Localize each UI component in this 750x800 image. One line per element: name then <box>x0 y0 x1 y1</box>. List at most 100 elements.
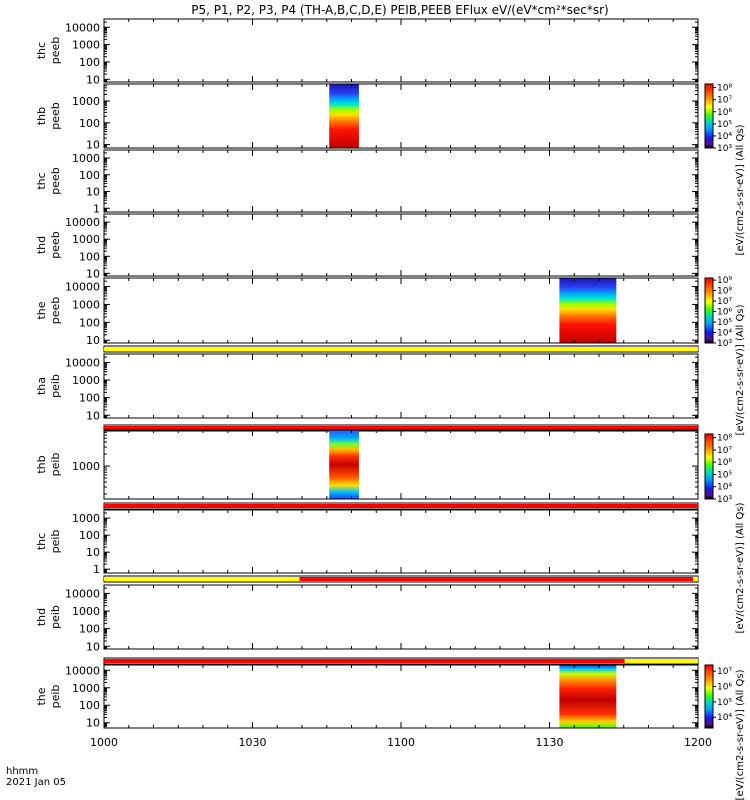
y-tick-label: 100 <box>79 392 100 405</box>
y-tick-label: 10 <box>86 334 100 347</box>
y-tick-label: 100 <box>79 623 100 636</box>
colorbar-tick-label: 10³ <box>717 339 732 349</box>
y-tick-label: 10000 <box>65 664 100 677</box>
y-axis-label-probe: the <box>35 687 48 705</box>
y-tick-label: 1000 <box>72 605 100 618</box>
flag-bar-segment <box>104 577 300 581</box>
y-tick-label: 10 <box>86 139 100 152</box>
y-axis-label-product: peib <box>49 374 62 398</box>
y-tick-label: 100 <box>79 316 100 329</box>
spectrogram-block <box>329 430 359 499</box>
flag-bar-segment <box>624 659 698 663</box>
panel-thd-peeb: 10 100 1000 10000 thd peeb <box>35 213 699 280</box>
y-tick-label: 1000 <box>72 512 100 525</box>
panel-thb-peib: 1000 thb peib 10³ 10⁴ 10⁵ 10⁶ 10⁷ 10⁸ <box>35 429 732 510</box>
colorbar-tick-label: 10⁸ <box>717 287 732 297</box>
time-tick-label: 1000 <box>90 736 118 749</box>
y-axis-label-probe: the <box>35 301 48 319</box>
y-axis-label-probe: thd <box>35 608 48 626</box>
y-tick-label: 10000 <box>65 21 100 34</box>
colorbar-tick-label: 10⁵ <box>717 318 732 328</box>
colorbar-tick-label: 10⁴ <box>717 132 732 142</box>
colorbar-tick-label: 10⁷ <box>717 667 732 677</box>
y-tick-label: 100 <box>79 699 100 712</box>
y-axis-label-product: peib <box>49 453 62 477</box>
colorbar-tick-label: 10⁶ <box>717 683 732 693</box>
y-axis-label-product: peeb <box>49 102 62 130</box>
colorbar-tick-label: 10⁶ <box>717 458 732 468</box>
y-axis-label-product: peeb <box>49 231 62 259</box>
y-axis-label-probe: thc <box>35 172 48 189</box>
y-tick-label: 1000 <box>72 460 100 473</box>
time-axis: 1000 1030 1100 1130 1200 hhmm 2021 Jan 05 <box>6 736 712 788</box>
flag-bar-segment <box>104 347 698 351</box>
panel-thb-peeb: 10 100 1000 thb peeb 10³ 10⁴ 10⁵ 10⁶ 10⁷ 10⁸ <box>35 83 732 154</box>
y-tick-label: 1000 <box>72 152 100 165</box>
y-axis-label-probe: thd <box>35 236 48 254</box>
flag-bar-segment <box>693 577 698 581</box>
time-tick-labels: 1000 1030 1100 1130 1200 <box>90 736 712 749</box>
y-tick-label: 10000 <box>65 281 100 294</box>
panel-thd-peib: 10 100 1000 10000 thd peib <box>35 584 699 665</box>
time-tick-label: 1200 <box>684 736 712 749</box>
colorbar-tick-label: 10⁴ <box>717 329 732 339</box>
flag-bar-segment <box>104 504 698 508</box>
colorbar <box>704 433 714 500</box>
y-tick-label: 1000 <box>72 39 100 52</box>
y-tick-label: 1000 <box>72 233 100 246</box>
time-axis-label-hhmm: hhmm <box>6 766 38 777</box>
panel-thc-peib: 1 10 100 1000 thc peib <box>35 509 699 583</box>
flag-bar-segment <box>299 577 694 581</box>
y-axis-label-product: peib <box>49 685 62 709</box>
y-tick-label: 100 <box>79 117 100 130</box>
colorbar <box>704 664 714 729</box>
y-tick-label: 100 <box>79 250 100 263</box>
colorbar-tick-label: 10⁸ <box>717 84 732 94</box>
colorbar-tick-label: 10⁵ <box>717 470 732 480</box>
y-tick-label: 1000 <box>72 298 100 311</box>
panel-frame <box>103 213 699 277</box>
y-tick-label: 10000 <box>65 356 100 369</box>
colorbar <box>704 277 714 344</box>
y-tick-label: 10000 <box>65 587 100 600</box>
colorbar-label-peeb: [eV/(cm2-s-sr-eV)] (All Qs) <box>735 124 746 255</box>
colorbar-labels: [eV/(cm2-s-sr-eV)] (All Qs) [eV/(cm2-s-s… <box>735 124 746 800</box>
colorbar-tick-label: 10⁷ <box>717 446 732 456</box>
panel-the-peeb: 10 100 1000 10000 the peeb 10³10⁴10⁵10⁶10⁷10⁸1… <box>35 276 732 353</box>
flag-bar-segment <box>104 426 698 430</box>
y-tick-label: 1 <box>93 202 100 215</box>
colorbar-tick-label: 10³ <box>717 495 732 505</box>
panel-thc-peeb: 1 10 100 1000 thc peeb <box>35 149 699 215</box>
colorbar <box>704 83 714 149</box>
colorbar-tick-label: 10⁸ <box>717 434 732 444</box>
y-tick-label: 10 <box>86 717 100 730</box>
y-tick-label: 10000 <box>65 216 100 229</box>
y-tick-label: 10 <box>86 186 100 199</box>
y-axis-label-product: peeb <box>49 167 62 195</box>
panel-frame <box>103 18 699 83</box>
y-axis-label-product: peeb <box>49 37 62 65</box>
y-axis-label-product: peeb <box>49 297 62 325</box>
colorbar-tick-label: 10⁶ <box>717 308 732 318</box>
flag-bar-segment <box>104 659 625 663</box>
colorbar-tick-label: 10⁷ <box>717 96 732 106</box>
y-tick-label: 10 <box>86 640 100 653</box>
spectrogram-block <box>559 278 617 343</box>
colorbar-tick-label: 10⁴ <box>717 713 732 723</box>
time-tick-label: 1030 <box>239 736 267 749</box>
panel-thc-peeb: 10 100 1000 10000 thc peeb <box>35 18 699 86</box>
figure-title: P5, P1, P2, P3, P4 (TH-A,B,C,D,E) PEIB,P… <box>191 3 608 17</box>
panel-the-peib: 10 100 1000 10000 the peib 10⁴ 10⁵ 10⁶ 10⁷ <box>35 664 732 729</box>
colorbar-label-peeb-2: [eV/(cm2-s-sr-eV)] (All Qs) <box>735 304 746 435</box>
colorbar-label-peib-2: [eV/(cm2-s-sr-eV)] (All Qs) <box>735 669 746 800</box>
spectrogram-block <box>329 84 359 148</box>
panel-tha-peib: 10 100 1000 10000 tha peib <box>35 353 699 432</box>
y-tick-label: 100 <box>79 56 100 69</box>
colorbar-tick-label: 10⁵ <box>717 120 732 130</box>
colorbar-tick-label: 10⁷ <box>717 297 732 307</box>
y-axis-label-probe: thc <box>35 533 48 550</box>
y-tick-label: 10 <box>86 409 100 422</box>
colorbar-label-peib: [eV/(cm2-s-sr-eV)] (All Qs) <box>735 502 746 633</box>
y-axis-label-product: peib <box>49 530 62 554</box>
